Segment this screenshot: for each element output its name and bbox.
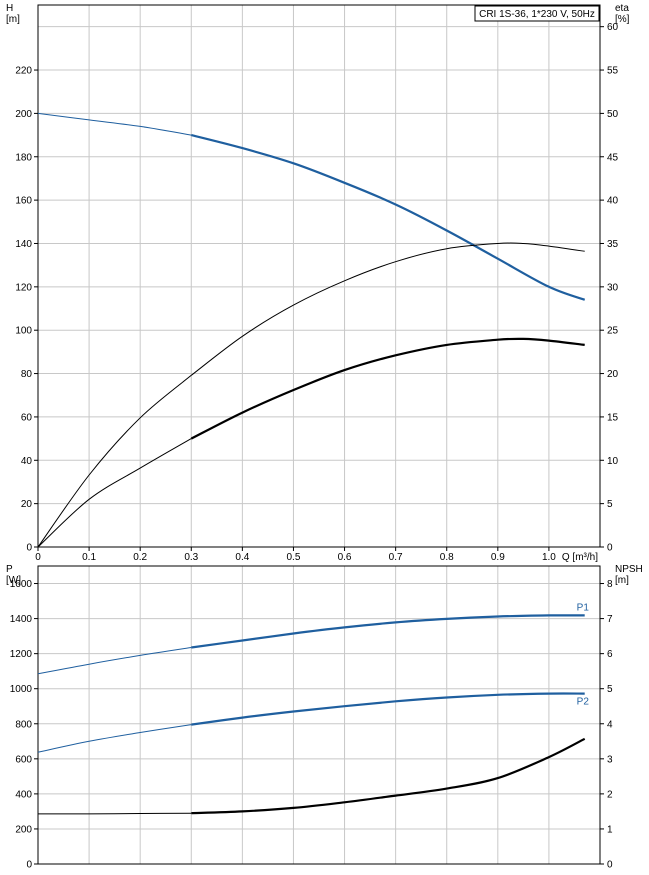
right-axis-title: eta xyxy=(615,3,629,14)
series-npsh xyxy=(38,737,586,815)
right-tick-label: 50 xyxy=(607,109,619,120)
series-efficiency-pump xyxy=(37,337,585,548)
left-tick-label: 20 xyxy=(21,499,33,510)
series-efficiency-total xyxy=(37,242,585,548)
right-axis-title: NPSH xyxy=(615,564,643,575)
series-p1: P1 xyxy=(37,602,590,675)
left-tick-label: 60 xyxy=(21,412,33,423)
series-line-thin xyxy=(37,724,192,753)
left-axis-unit: [W] xyxy=(6,575,21,586)
right-axis-ticks: 0 1 2 3 4 5 6 7 8 xyxy=(600,579,613,871)
right-tick-label: 10 xyxy=(607,456,619,467)
vertical-gridlines xyxy=(88,5,550,547)
right-tick-label: 60 xyxy=(607,22,619,33)
chart-title-box xyxy=(474,5,600,22)
left-tick-label: 40 xyxy=(21,456,33,467)
series-line xyxy=(191,614,585,649)
x-tick-label: 0.8 xyxy=(440,552,454,563)
series-head xyxy=(37,112,586,301)
right-tick-label: 2 xyxy=(607,789,613,800)
right-tick-label: 45 xyxy=(607,152,619,163)
left-tick-label: 200 xyxy=(15,824,32,835)
series-line-thin xyxy=(38,812,192,815)
right-tick-label: 15 xyxy=(607,412,619,423)
x-tick-label: 0.6 xyxy=(338,552,352,563)
x-tick-label: 0.3 xyxy=(184,552,198,563)
left-axis-title: P xyxy=(6,564,13,575)
right-tick-label: 30 xyxy=(607,282,619,293)
x-axis-ticks: 0 0.1 0.2 0.3 0.4 0.5 0.6 0.7 0.8 0.9 1.0 xyxy=(35,547,556,563)
x-axis-title: Q [m³/h] xyxy=(562,552,598,563)
right-tick-label: 5 xyxy=(607,499,613,510)
x-tick-label: 0.1 xyxy=(82,552,96,563)
vertical-gridlines xyxy=(88,566,550,864)
right-axis-ticks: 0 5 10 15 20 25 30 35 40 45 50 55 60 xyxy=(600,22,619,554)
left-tick-label: 1200 xyxy=(10,649,33,660)
series-line-thin xyxy=(37,438,192,548)
series-line xyxy=(190,337,585,440)
x-tick-label: 0.4 xyxy=(235,552,249,563)
left-axis-title: H xyxy=(6,3,13,14)
right-tick-label: 35 xyxy=(607,239,619,250)
series-line xyxy=(191,134,586,301)
series-line-thin xyxy=(37,647,192,675)
right-tick-label: 25 xyxy=(607,326,619,337)
right-tick-label: 20 xyxy=(607,369,619,380)
right-tick-label: 6 xyxy=(607,649,613,660)
left-tick-label: 160 xyxy=(15,196,32,207)
right-tick-label: 1 xyxy=(607,824,613,835)
left-tick-label: 220 xyxy=(15,66,32,77)
horizontal-gridlines xyxy=(38,583,600,830)
left-axis-unit: [m] xyxy=(6,14,20,25)
left-tick-label: 800 xyxy=(15,719,32,730)
right-tick-label: 55 xyxy=(607,66,619,77)
right-tick-label: 7 xyxy=(607,614,613,625)
x-tick-label: 0.5 xyxy=(287,552,301,563)
series-line-thin xyxy=(37,374,192,548)
series-line-thin xyxy=(37,112,192,136)
right-tick-label: 4 xyxy=(607,719,613,730)
x-tick-label: 0.9 xyxy=(491,552,505,563)
left-tick-label: 0 xyxy=(26,543,32,554)
left-tick-label: 200 xyxy=(15,109,32,120)
left-axis-ticks: 0 20 40 60 80 100 120 140 160 180 200 220 xyxy=(15,66,38,554)
right-tick-label: 0 xyxy=(607,860,613,871)
left-tick-label: 140 xyxy=(15,239,32,250)
left-tick-label: 80 xyxy=(21,369,33,380)
series-line xyxy=(190,242,585,376)
series-label: P2 xyxy=(577,697,590,708)
right-axis-unit: [m] xyxy=(615,575,629,586)
right-tick-label: 8 xyxy=(607,579,613,590)
left-tick-label: 1000 xyxy=(10,684,33,695)
right-tick-label: 3 xyxy=(607,754,613,765)
left-tick-label: 100 xyxy=(15,326,32,337)
left-tick-label: 0 xyxy=(26,860,32,871)
x-tick-label: 0.7 xyxy=(389,552,403,563)
left-axis-ticks: 0 200 400 600 800 1000 1200 1400 1600 xyxy=(10,579,38,871)
head-efficiency-chart: 0 20 40 60 80 100 120 140 160 180 200 220 0 5 10 15 20 25… xyxy=(6,3,630,563)
series-line xyxy=(191,737,586,815)
right-tick-label: 5 xyxy=(607,684,613,695)
left-tick-label: 400 xyxy=(15,789,32,800)
left-tick-label: 180 xyxy=(15,152,32,163)
x-tick-label: 0.2 xyxy=(133,552,147,563)
series-p2: P2 xyxy=(37,692,590,753)
series-label: P1 xyxy=(577,602,590,613)
right-tick-label: 0 xyxy=(607,543,613,554)
plot-frame xyxy=(37,4,601,548)
x-tick-label: 1.0 xyxy=(542,552,556,563)
chart-title: CRI 1S-36, 1*230 V, 50Hz xyxy=(479,9,595,20)
right-tick-label: 40 xyxy=(607,196,619,207)
left-tick-label: 600 xyxy=(15,754,32,765)
power-npsh-chart: 02004006008001000120014001600012345678P[… xyxy=(6,564,643,871)
right-axis-unit: [%] xyxy=(615,14,630,25)
horizontal-gridlines xyxy=(38,26,600,505)
plot-frame xyxy=(37,565,601,865)
left-tick-label: 1400 xyxy=(10,614,33,625)
x-tick-label: 0 xyxy=(35,552,41,563)
left-tick-label: 1600 xyxy=(10,579,33,590)
left-tick-label: 120 xyxy=(15,282,32,293)
series-line xyxy=(191,692,585,726)
